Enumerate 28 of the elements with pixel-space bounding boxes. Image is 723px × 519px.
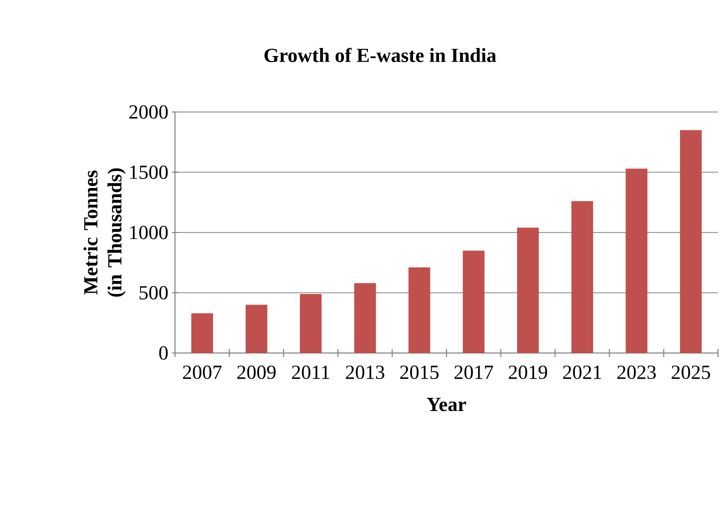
y-tick-label: 1500 — [130, 165, 168, 179]
chart-title: Growth of E-waste in India — [264, 48, 496, 62]
bar — [680, 130, 702, 353]
bar — [517, 228, 539, 353]
x-tick-label: 2019 — [508, 366, 548, 380]
x-tick-label: 2017 — [454, 366, 494, 380]
x-tick-label: 2013 — [346, 366, 384, 380]
y-tick-label: 2000 — [129, 105, 168, 119]
x-tick-label: 2021 — [563, 366, 602, 380]
bar — [300, 294, 322, 353]
bar — [571, 201, 594, 353]
y-tick-label: 500 — [140, 286, 168, 300]
x-tick-label: 2025 — [672, 366, 710, 380]
bar — [462, 250, 485, 353]
x-tick-label: 2007 — [183, 366, 222, 380]
x-tick-label: 2009 — [237, 366, 276, 380]
bar — [408, 267, 430, 353]
bar — [626, 168, 648, 353]
x-tick-label: 2011 — [292, 366, 330, 380]
bar — [246, 304, 268, 353]
y-tick-label: 1000 — [130, 226, 168, 240]
bar — [191, 313, 214, 353]
x-axis-title: Year — [426, 398, 466, 412]
bar — [354, 283, 376, 353]
y-axis-title: Metric Tonnes (in Thousands) — [83, 168, 126, 297]
x-tick-label: 2015 — [400, 366, 439, 380]
x-tick-label: 2023 — [617, 366, 656, 380]
y-tick-label: 0 — [159, 346, 168, 360]
